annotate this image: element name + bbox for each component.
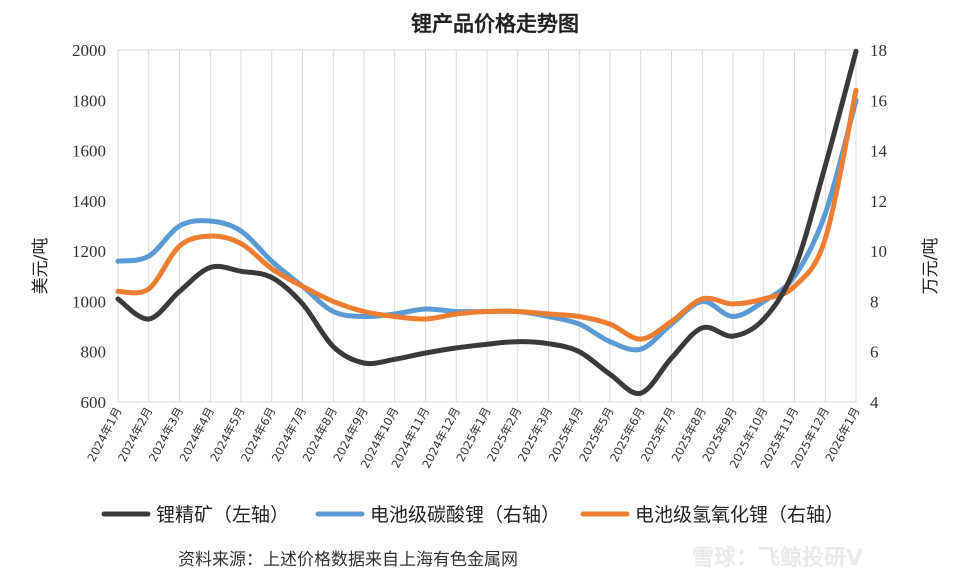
left-tick-label: 1000 [72,292,106,311]
right-tick-label: 18 [870,41,887,60]
series-line-2 [115,87,859,342]
series-lines [115,48,859,396]
right-tick-label: 10 [870,242,887,261]
source-note: 资料来源：上述价格数据来自上海有色金属网 [178,550,518,570]
left-tick-label: 1400 [72,192,106,211]
left-axis-label: 美元/吨 [31,238,51,295]
left-tick-label: 1200 [72,242,106,261]
legend: 锂精矿（左轴） 电池级碳酸锂（右轴） 电池级氢氧化锂（右轴） [101,504,844,526]
right-tick-label: 12 [870,192,887,211]
chart-title: 锂产品价格走势图 [411,12,579,36]
right-tick-label: 14 [870,142,888,161]
right-axis-ticks: 4 6 8 10 12 14 16 18 [870,41,888,412]
x-axis-ticks: 2024年1月2024年2月2024年3月2024年4月2024年5月2024年… [84,405,862,471]
legend-label-2: 电池级氢氧化锂（右轴） [635,504,844,526]
right-tick-label: 6 [870,343,879,362]
left-tick-label: 2000 [72,41,106,60]
left-tick-label: 1800 [72,91,106,110]
plot-area [117,49,857,403]
right-tick-label: 16 [870,91,887,110]
right-tick-label: 8 [870,292,879,311]
right-tick-label: 4 [870,393,879,412]
watermark: 雪球：飞鲸投研V [692,546,864,571]
right-axis-label: 万元/吨 [921,238,941,295]
legend-label-0: 锂精矿（左轴） [156,504,289,526]
left-tick-label: 600 [81,393,107,412]
series-line-0 [115,48,859,396]
legend-label-1: 电池级碳酸锂（右轴） [370,504,560,526]
left-tick-label: 1600 [72,142,106,161]
price-chart: 锂产品价格走势图 600800100012001400160018002000 … [31,12,941,526]
left-tick-label: 800 [81,343,107,362]
left-axis-ticks: 600 800 1000 1200 1400 1600 1800 2000 [72,41,106,412]
